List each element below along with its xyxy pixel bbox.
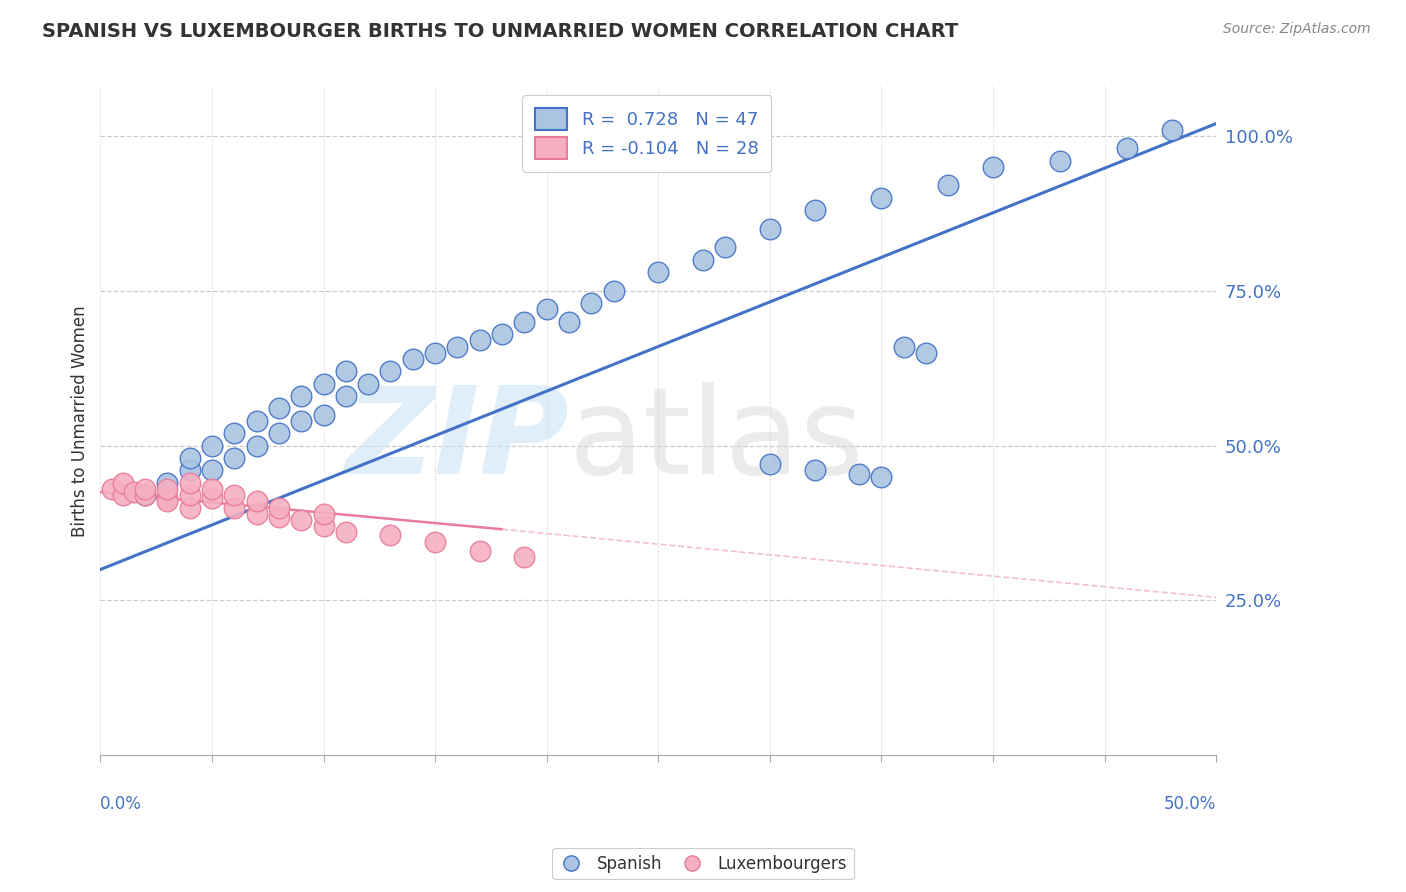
Point (201, 482, 224, 496)
Point (335, 364, 357, 378)
Point (156, 491, 179, 506)
Point (111, 488, 134, 502)
Point (179, 500, 201, 515)
Point (245, 507, 267, 521)
Point (1049, 153, 1071, 168)
Point (100, 482, 122, 496)
Point (915, 345, 938, 359)
Point (156, 482, 179, 496)
Point (848, 467, 870, 481)
Text: atlas: atlas (569, 383, 865, 500)
Point (179, 463, 201, 477)
Text: 0.0%: 0.0% (100, 796, 142, 814)
Point (179, 488, 201, 502)
Point (224, 426, 246, 441)
Point (558, 315, 581, 329)
Point (290, 414, 312, 428)
Point (759, 222, 782, 236)
Point (380, 364, 402, 378)
Point (156, 494, 179, 508)
Point (335, 389, 357, 403)
Point (290, 389, 312, 403)
Legend: R =  0.728   N = 47, R = -0.104   N = 28: R = 0.728 N = 47, R = -0.104 N = 28 (522, 95, 772, 172)
Point (245, 494, 267, 508)
Point (759, 457, 782, 471)
Point (536, 302, 558, 317)
Point (423, 345, 446, 359)
Point (134, 488, 156, 502)
Point (245, 414, 267, 428)
Text: 50.0%: 50.0% (1164, 796, 1216, 814)
Point (468, 334, 491, 348)
Text: ZIP: ZIP (346, 383, 569, 500)
Point (803, 463, 825, 477)
Point (267, 426, 290, 441)
Point (134, 482, 156, 496)
Point (179, 475, 201, 490)
Point (267, 500, 290, 515)
Point (581, 296, 603, 310)
Text: SPANISH VS LUXEMBOURGER BIRTHS TO UNMARRIED WOMEN CORRELATION CHART: SPANISH VS LUXEMBOURGER BIRTHS TO UNMARR… (42, 22, 959, 41)
Point (647, 265, 669, 279)
Y-axis label: Births to Unmarried Women: Births to Unmarried Women (72, 305, 89, 537)
Point (380, 528, 402, 542)
Point (224, 450, 246, 465)
Point (357, 376, 380, 391)
Point (335, 525, 357, 540)
Point (692, 252, 714, 267)
Point (938, 178, 960, 193)
Point (312, 408, 335, 422)
Point (267, 401, 290, 416)
Point (513, 550, 536, 565)
Point (423, 534, 446, 549)
Point (224, 488, 246, 502)
Point (245, 439, 267, 453)
Point (156, 475, 179, 490)
Point (803, 203, 825, 218)
Point (870, 191, 893, 205)
Point (122, 485, 145, 500)
Point (402, 351, 425, 366)
Point (111, 475, 134, 490)
Point (870, 469, 893, 483)
Point (312, 519, 335, 533)
Point (1160, 122, 1182, 136)
Point (201, 463, 224, 477)
Point (491, 327, 513, 342)
Point (446, 339, 468, 353)
Text: Source: ZipAtlas.com: Source: ZipAtlas.com (1223, 22, 1371, 37)
Point (714, 240, 737, 254)
Point (201, 439, 224, 453)
Point (893, 339, 915, 353)
Point (290, 513, 312, 527)
Point (468, 544, 491, 558)
Point (981, 160, 1004, 174)
Point (201, 491, 224, 506)
Point (179, 450, 201, 465)
Point (312, 376, 335, 391)
Point (513, 315, 536, 329)
Legend: Spanish, Luxembourgers: Spanish, Luxembourgers (553, 848, 853, 880)
Point (267, 509, 290, 524)
Point (312, 507, 335, 521)
Point (602, 284, 624, 298)
Point (224, 500, 246, 515)
Point (1116, 141, 1139, 155)
Point (134, 488, 156, 502)
